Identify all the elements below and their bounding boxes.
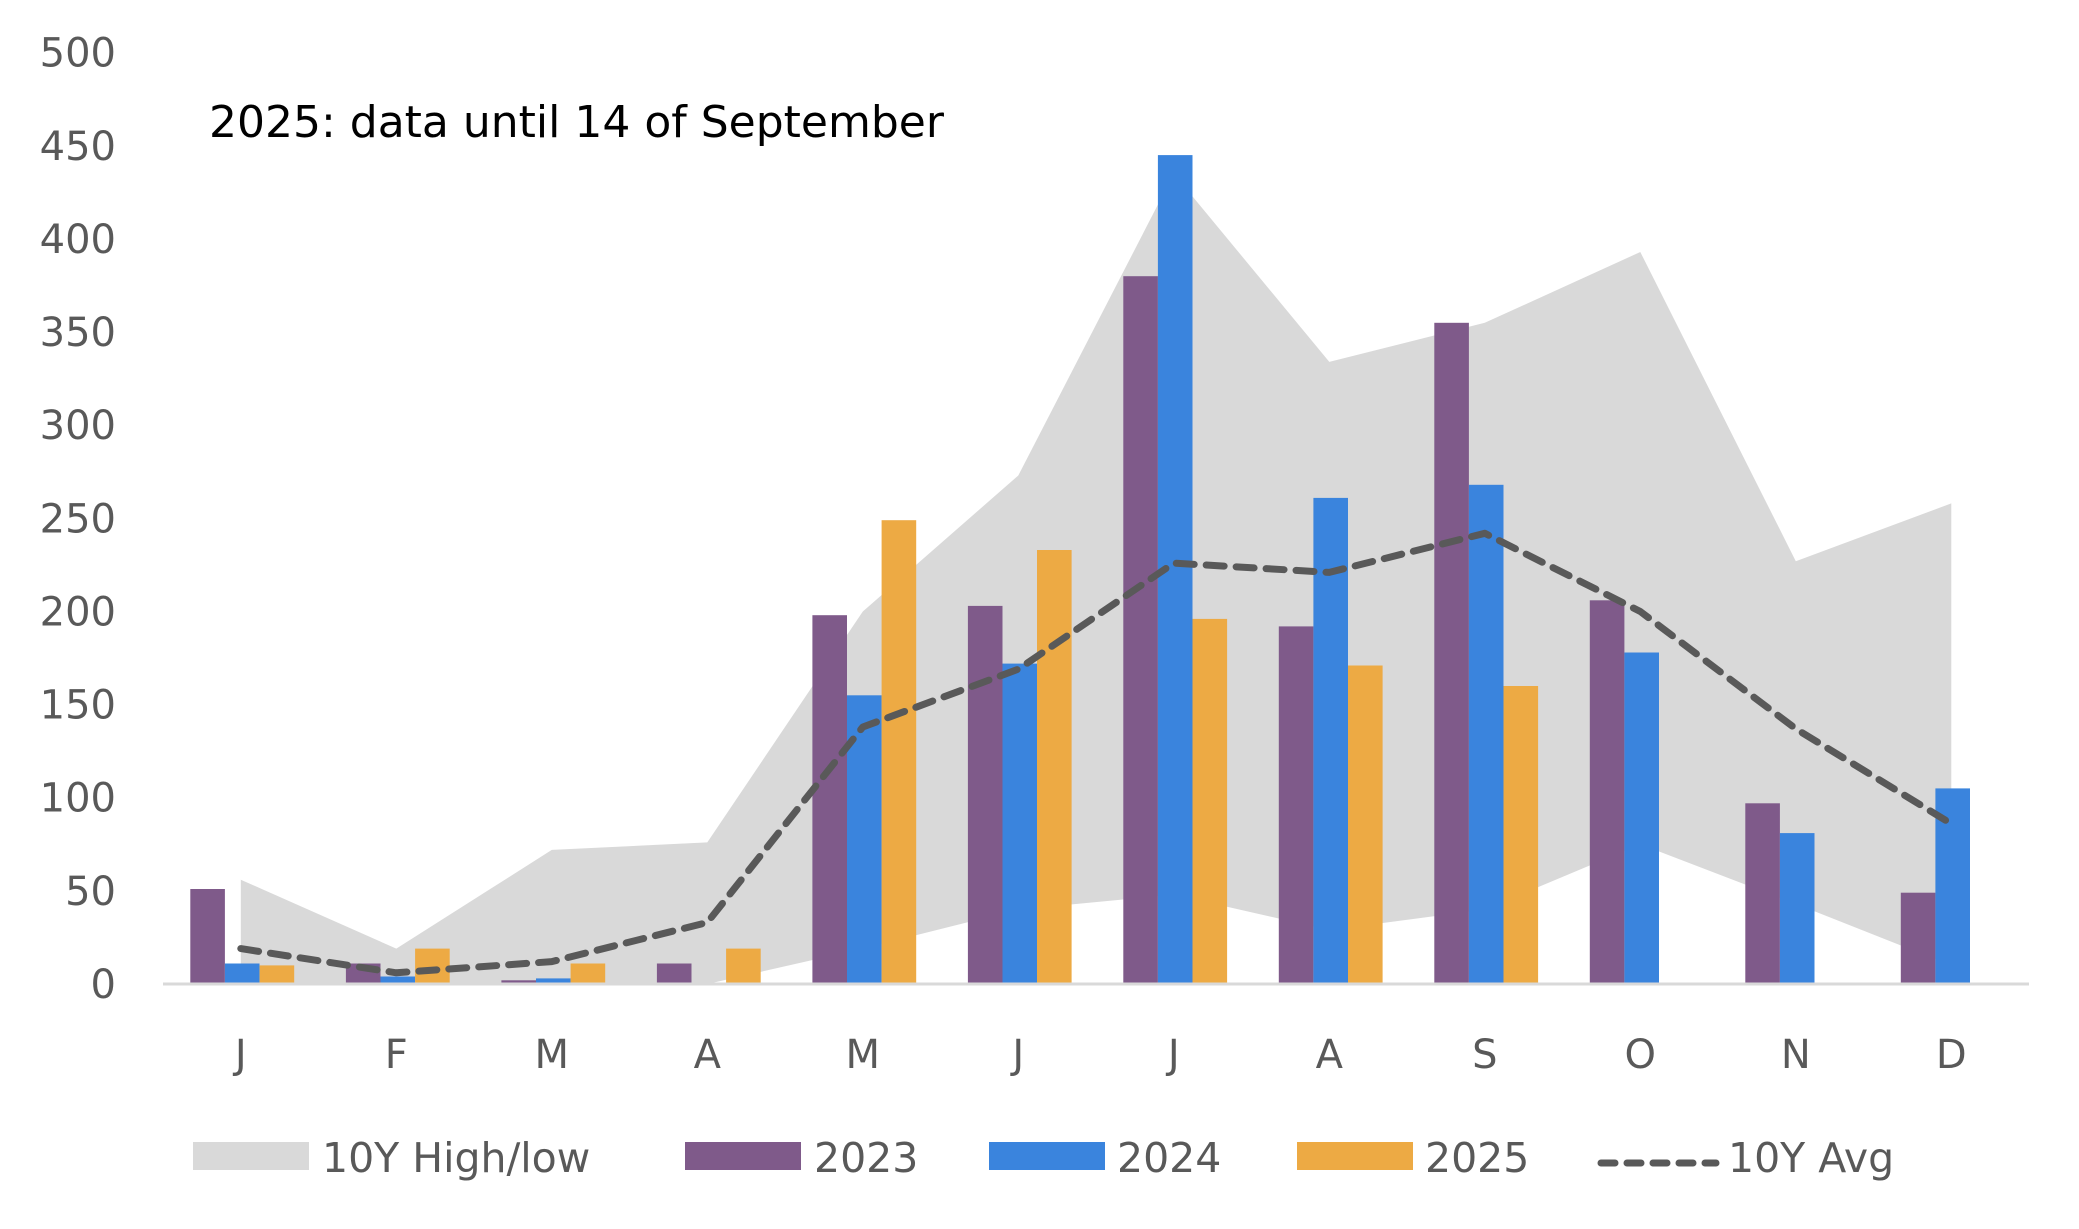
bar-2024-10	[1779, 833, 1815, 984]
bar-2025-0	[259, 965, 295, 984]
bar-2024-0	[224, 963, 260, 984]
legend-item-high-low: 10Y High/low	[193, 1134, 590, 1182]
y-tick-label-0: 0	[91, 962, 116, 1008]
bar-2024-7	[1313, 497, 1348, 984]
legend-swatch-2023	[685, 1142, 801, 1170]
chart-title: 2025: data until 14 of September	[209, 97, 945, 148]
bar-2023-2	[501, 980, 536, 984]
y-tick-label-50: 50	[65, 869, 116, 915]
legend-item-2023: 2023	[685, 1134, 918, 1182]
legend: 10Y High/low 2023 2024 2025 10Y Avg	[193, 1134, 1894, 1182]
bar-2025-2	[570, 963, 606, 984]
legend-label-2024: 2024	[1117, 1134, 1221, 1182]
bar-2024-2	[536, 978, 571, 984]
x-tick-label-1: F	[385, 1032, 408, 1078]
bars-layer	[190, 155, 1970, 985]
legend-swatch-high-low	[193, 1142, 309, 1170]
legend-swatch-2025	[1297, 1142, 1413, 1170]
bar-2025-5	[1037, 550, 1072, 984]
x-tick-label-0: J	[232, 1032, 247, 1078]
bar-2023-10	[1745, 803, 1780, 984]
y-tick-label-200: 200	[40, 590, 116, 636]
bar-2023-7	[1278, 626, 1314, 984]
x-tick-label-5: J	[1009, 1032, 1024, 1078]
y-tick-label-100: 100	[40, 776, 116, 822]
y-tick-label-350: 350	[40, 310, 116, 356]
y-tick-label-250: 250	[40, 496, 116, 542]
x-tick-label-2: M	[535, 1032, 570, 1078]
legend-label-2023: 2023	[814, 1134, 918, 1182]
bar-2025-8	[1503, 686, 1539, 984]
y-tick-label-300: 300	[40, 403, 116, 449]
legend-label-2025: 2025	[1425, 1134, 1529, 1182]
bar-2023-0	[190, 889, 225, 984]
bar-2023-4	[812, 615, 847, 984]
bar-2023-5	[967, 605, 1003, 984]
legend-item-10y-avg: 10Y Avg	[1597, 1134, 1894, 1182]
bar-2024-1	[380, 976, 416, 984]
bar-2024-9	[1624, 652, 1659, 984]
x-tick-label-7: A	[1316, 1032, 1344, 1078]
y-tick-label-500: 500	[40, 31, 116, 77]
bar-2025-3	[726, 948, 761, 984]
bar-2023-8	[1434, 322, 1469, 984]
x-tick-label-8: S	[1472, 1032, 1497, 1078]
legend-label-10y-avg: 10Y Avg	[1728, 1134, 1894, 1182]
bar-2023-3	[656, 963, 692, 984]
bar-2023-11	[1900, 892, 1936, 984]
x-tick-label-4: M	[846, 1032, 881, 1078]
y-axis-ticks: 0 50 100 150 200 250 300 350 400 450 500	[40, 31, 116, 1008]
line-10y-avg	[237, 529, 1955, 977]
x-tick-label-11: D	[1936, 1032, 1967, 1078]
x-tick-label-10: N	[1781, 1032, 1811, 1078]
legend-item-2024: 2024	[989, 1134, 1221, 1182]
x-tick-label-6: J	[1165, 1032, 1180, 1078]
legend-item-2025: 2025	[1297, 1134, 1529, 1182]
bar-2025-1	[415, 948, 450, 984]
bar-2023-9	[1589, 600, 1625, 984]
legend-label-high-low: 10Y High/low	[322, 1134, 590, 1182]
bar-2025-6	[1192, 618, 1228, 984]
legend-swatch-2024	[989, 1142, 1105, 1170]
bar-2024-8	[1468, 484, 1504, 984]
avg-line-layer	[237, 529, 1955, 977]
high-low-band-layer	[240, 173, 1952, 985]
high-low-band	[240, 173, 1952, 985]
bar-2025-7	[1348, 665, 1383, 984]
bar-2025-4	[881, 520, 917, 984]
y-tick-label-450: 450	[40, 124, 116, 170]
x-tick-label-3: A	[694, 1032, 722, 1078]
bar-2024-5	[1002, 663, 1038, 984]
x-tick-label-9: O	[1625, 1032, 1656, 1078]
bar-2023-6	[1123, 276, 1158, 984]
y-tick-label-150: 150	[40, 683, 116, 729]
y-tick-label-400: 400	[40, 217, 116, 263]
